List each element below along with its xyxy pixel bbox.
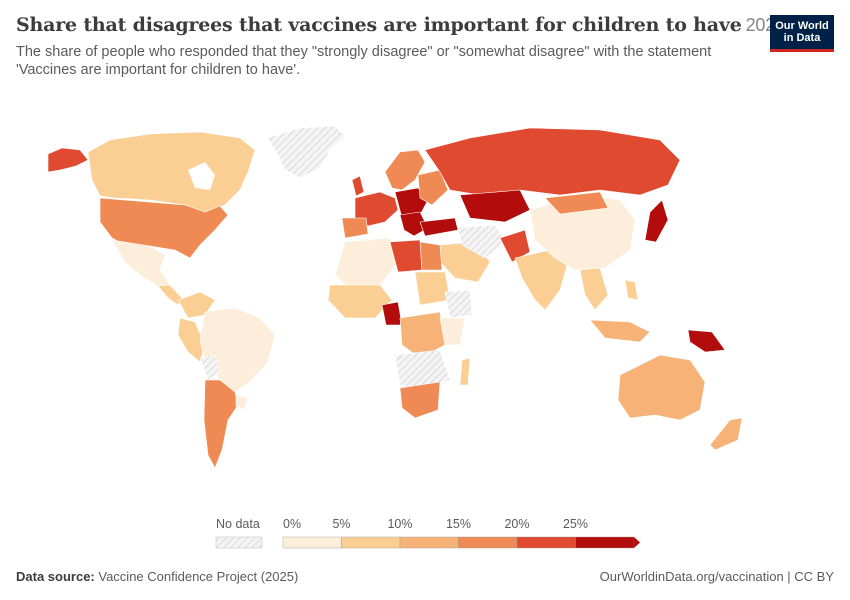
- mongolia[interactable]: [544, 191, 609, 215]
- source-value: Vaccine Confidence Project (2025): [98, 569, 299, 584]
- no-data-label: No data: [216, 517, 260, 531]
- chart-subtitle: The share of people who responded that t…: [16, 43, 756, 79]
- no-data-swatch: [215, 536, 263, 549]
- japan[interactable]: [644, 199, 669, 243]
- iraq-iran[interactable]: [457, 224, 506, 259]
- eastern-europe[interactable]: [417, 169, 449, 206]
- balkans[interactable]: [399, 211, 429, 237]
- hudson-bay: [188, 162, 215, 190]
- subtitle-line-2: 'Vaccines are important for children to …: [16, 62, 301, 78]
- legend-tick-label: 15%: [446, 517, 471, 531]
- logo-line-2: in Data: [783, 32, 821, 44]
- central-america[interactable]: [157, 284, 183, 306]
- chart-footer: Data source: Vaccine Confidence Project …: [16, 569, 834, 584]
- legend-tick-label: 10%: [387, 517, 412, 531]
- logo-line-1: Our World: [775, 20, 829, 32]
- new-zealand[interactable]: [709, 417, 743, 451]
- united-kingdom[interactable]: [351, 175, 365, 197]
- legend-tick-label: 25%: [563, 517, 588, 531]
- subtitle-line-1: The share of people who responded that t…: [16, 44, 712, 60]
- canada[interactable]: [87, 131, 256, 213]
- bolivia[interactable]: [199, 354, 221, 381]
- scandinavia[interactable]: [384, 149, 426, 191]
- legend-bin-3[interactable]: [458, 536, 518, 549]
- legend-bin-5[interactable]: [575, 536, 635, 549]
- legend-tick-label: 5%: [332, 517, 350, 531]
- legend-tick-label: 0%: [283, 517, 301, 531]
- madagascar[interactable]: [459, 357, 471, 386]
- papua-new-guinea[interactable]: [687, 329, 726, 353]
- peru[interactable]: [177, 317, 206, 363]
- alaska[interactable]: [47, 147, 89, 173]
- legend-bin-4[interactable]: [516, 536, 576, 549]
- australia[interactable]: [617, 354, 706, 421]
- venezuela[interactable]: [177, 291, 216, 319]
- greenland[interactable]: [267, 125, 346, 179]
- philippines[interactable]: [624, 279, 639, 301]
- east-africa[interactable]: [439, 317, 466, 346]
- legend-bin-0[interactable]: [282, 536, 342, 549]
- north-africa[interactable]: [334, 237, 399, 291]
- legend-bin-1[interactable]: [341, 536, 401, 549]
- owid-logo[interactable]: Our World in Data: [770, 15, 834, 52]
- turkey[interactable]: [419, 217, 459, 237]
- argentina[interactable]: [203, 379, 239, 469]
- cameroon[interactable]: [381, 301, 403, 326]
- indonesia[interactable]: [589, 319, 651, 343]
- license-link[interactable]: OurWorldinData.org/vaccination | CC BY: [599, 569, 834, 584]
- libya[interactable]: [389, 239, 423, 273]
- west-africa[interactable]: [327, 284, 393, 319]
- source-label: Data source: Vaccine Confidence Project …: [16, 569, 299, 584]
- russia[interactable]: [424, 127, 681, 196]
- southern-africa[interactable]: [394, 349, 451, 391]
- egypt[interactable]: [419, 241, 443, 271]
- legend-tick-label: 20%: [504, 517, 529, 531]
- kazakhstan[interactable]: [459, 189, 531, 223]
- iberia[interactable]: [341, 217, 369, 239]
- chart-header: Share that disagrees that vaccines are i…: [16, 14, 785, 79]
- sudan[interactable]: [414, 271, 451, 306]
- south-africa[interactable]: [399, 381, 441, 419]
- southeast-asia[interactable]: [579, 267, 609, 311]
- world-map[interactable]: [0, 110, 850, 510]
- pakistan[interactable]: [499, 229, 531, 263]
- uruguay[interactable]: [235, 394, 249, 411]
- brazil[interactable]: [199, 307, 276, 393]
- chart-title: Share that disagrees that vaccines are i…: [16, 14, 785, 36]
- legend-bin-2[interactable]: [399, 536, 459, 549]
- legend-arrow-icon: [634, 537, 640, 548]
- ethiopia[interactable]: [444, 289, 473, 319]
